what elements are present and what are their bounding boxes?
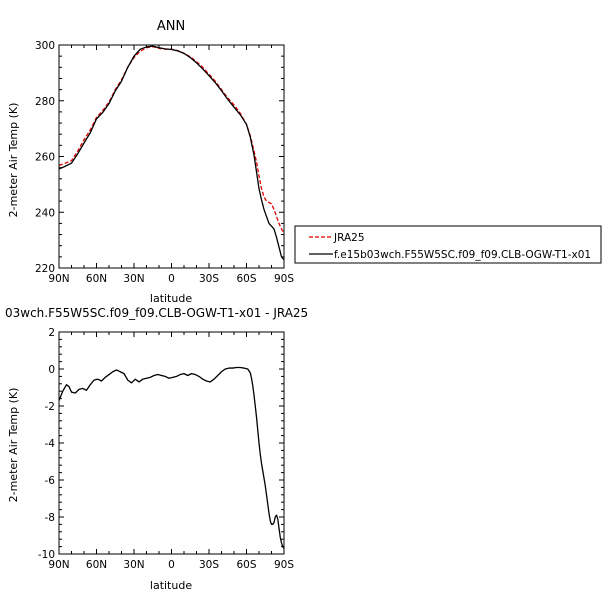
legend-label-jra25: JRA25 xyxy=(333,232,365,244)
t-x-tick-label: 90S xyxy=(274,273,294,285)
bottom-axis-ticks xyxy=(58,331,285,555)
bottom-y-tick-labels: -10 -8 -6 -4 -2 0 2 xyxy=(38,327,55,561)
top-axis-ticks xyxy=(58,44,285,269)
top-x-tick-labels: 90N 60N 30N 0 30S 60S 90S xyxy=(48,273,294,285)
b-x-tick-label: 60S xyxy=(236,559,256,571)
t-x-tick-label: 30S xyxy=(199,273,219,285)
t-x-tick-label: 60S xyxy=(236,273,256,285)
b-y-tick-label: 0 xyxy=(48,364,55,376)
top-x-axis-label: latitude xyxy=(150,292,192,305)
b-x-tick-label: 30S xyxy=(199,559,219,571)
top-series-lines xyxy=(58,45,285,261)
top-panel: ANN 90N 60N 30N 0 30S 60S 90S 220240260280300 … xyxy=(7,19,294,305)
t-series-line-0 xyxy=(58,46,285,234)
t-y-tick-label: 280 xyxy=(35,96,55,108)
legend-box xyxy=(294,225,602,264)
t-series-line-1 xyxy=(58,45,285,261)
b-y-tick-label: -4 xyxy=(45,438,56,450)
t-x-tick-label: 60N xyxy=(86,273,107,285)
b-y-tick-label: -10 xyxy=(38,549,55,561)
bottom-series-lines xyxy=(58,366,285,549)
top-y-tick-labels: 220 240 260 280 300 xyxy=(35,40,55,275)
legend-label-model: f.e15b03wch.F55W5SC.f09_f09.CLB-OGW-T1-x… xyxy=(334,249,591,261)
bottom-x-axis-label: latitude xyxy=(150,579,192,592)
legend: JRA25 f.e15b03wch.F55W5SC.f09_f09.CLB-OG… xyxy=(294,225,602,264)
bottom-panel: 03wch.F55W5SC.f09_f09.CLB-OGW-T1-x01 - J… xyxy=(5,306,308,592)
t-y-tick-label: 300 xyxy=(35,40,55,52)
top-plot-frame xyxy=(58,44,285,269)
b-x-tick-label: 30N xyxy=(123,559,144,571)
bottom-plot-frame xyxy=(58,331,285,555)
t-y-tick-label: 260 xyxy=(35,152,55,164)
t-x-tick-label: 90N xyxy=(48,273,69,285)
t-x-tick-label: 0 xyxy=(168,273,175,285)
t-x-tick-label: 30N xyxy=(123,273,144,285)
b-y-tick-label: -8 xyxy=(45,512,55,524)
b-y-tick-label: -6 xyxy=(45,475,56,487)
b-x-tick-label: 90N xyxy=(48,559,69,571)
b-y-tick-label: -2 xyxy=(45,401,55,413)
b-x-tick-label: 60N xyxy=(86,559,107,571)
bottom-x-tick-labels: 90N 60N 30N 0 30S 60S 90S xyxy=(48,559,294,571)
b-x-tick-label: 0 xyxy=(168,559,175,571)
b-series-line-0 xyxy=(58,366,285,549)
b-x-tick-label: 90S xyxy=(274,559,294,571)
t-y-tick-label: 220 xyxy=(35,263,55,275)
top-chart-title: ANN xyxy=(157,19,185,34)
b-y-tick-label: 2 xyxy=(48,327,55,339)
top-y-axis-label: 2-meter Air Temp (K) xyxy=(7,103,20,218)
bottom-chart-title: 03wch.F55W5SC.f09_f09.CLB-OGW-T1-x01 - J… xyxy=(5,306,308,320)
bottom-y-axis-label: 2-meter Air Temp (K) xyxy=(7,388,20,503)
t-y-tick-label: 240 xyxy=(35,207,55,219)
